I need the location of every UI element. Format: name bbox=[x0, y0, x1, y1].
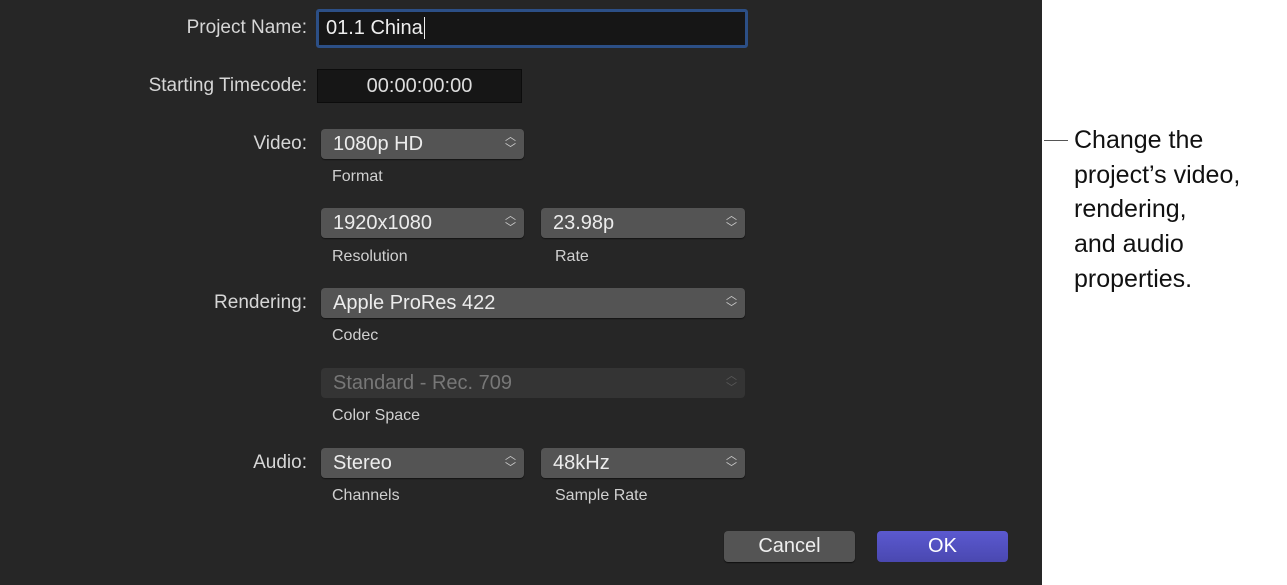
chevron-updown-icon: ︿ ﹀ bbox=[505, 131, 516, 155]
channels-popup[interactable]: Stereo ︿ ﹀ bbox=[321, 448, 524, 478]
codec-popup[interactable]: Apple ProRes 422 ︿ ﹀ bbox=[321, 288, 745, 318]
sample-rate-caption: Sample Rate bbox=[555, 487, 648, 504]
channels-caption: Channels bbox=[332, 487, 400, 504]
cancel-button[interactable]: Cancel bbox=[724, 531, 855, 562]
rate-caption: Rate bbox=[555, 248, 589, 265]
chevron-updown-icon: ︿ ﹀ bbox=[726, 210, 737, 234]
format-popup[interactable]: 1080p HD ︿ ﹀ bbox=[321, 129, 524, 159]
rendering-label: Rendering: bbox=[214, 292, 307, 313]
ok-button[interactable]: OK bbox=[877, 531, 1008, 562]
format-caption: Format bbox=[332, 168, 383, 185]
callout-text: Change the project’s video, rendering, a… bbox=[1074, 126, 1241, 293]
chevron-updown-icon: ︿ ﹀ bbox=[726, 370, 737, 394]
resolution-caption: Resolution bbox=[332, 248, 408, 265]
sample-rate-popup[interactable]: 48kHz ︿ ﹀ bbox=[541, 448, 745, 478]
rate-popup[interactable]: 23.98p ︿ ﹀ bbox=[541, 208, 745, 238]
project-name-value: 01.1 China bbox=[326, 17, 423, 39]
chevron-updown-icon: ︿ ﹀ bbox=[726, 450, 737, 474]
resolution-popup[interactable]: 1920x1080 ︿ ﹀ bbox=[321, 208, 524, 238]
callout-line bbox=[1044, 140, 1068, 141]
timecode-label: Starting Timecode: bbox=[148, 75, 307, 96]
codec-caption: Codec bbox=[332, 327, 379, 344]
text-cursor bbox=[423, 17, 425, 39]
chevron-updown-icon: ︿ ﹀ bbox=[505, 210, 516, 234]
audio-label: Audio: bbox=[253, 452, 307, 473]
color-space-popup: Standard - Rec. 709 ︿ ﹀ bbox=[321, 368, 745, 398]
color-space-caption: Color Space bbox=[332, 407, 421, 424]
chevron-updown-icon: ︿ ﹀ bbox=[726, 290, 737, 314]
project-name-label: Project Name: bbox=[186, 17, 307, 38]
chevron-updown-icon: ︿ ﹀ bbox=[505, 450, 516, 474]
timecode-field[interactable]: 00:00:00:00 bbox=[317, 69, 522, 103]
project-settings-dialog: Project Name: 01.1 China Starting Timeco… bbox=[0, 0, 1042, 585]
video-label: Video: bbox=[253, 133, 307, 154]
project-name-input[interactable]: 01.1 China bbox=[316, 9, 748, 48]
